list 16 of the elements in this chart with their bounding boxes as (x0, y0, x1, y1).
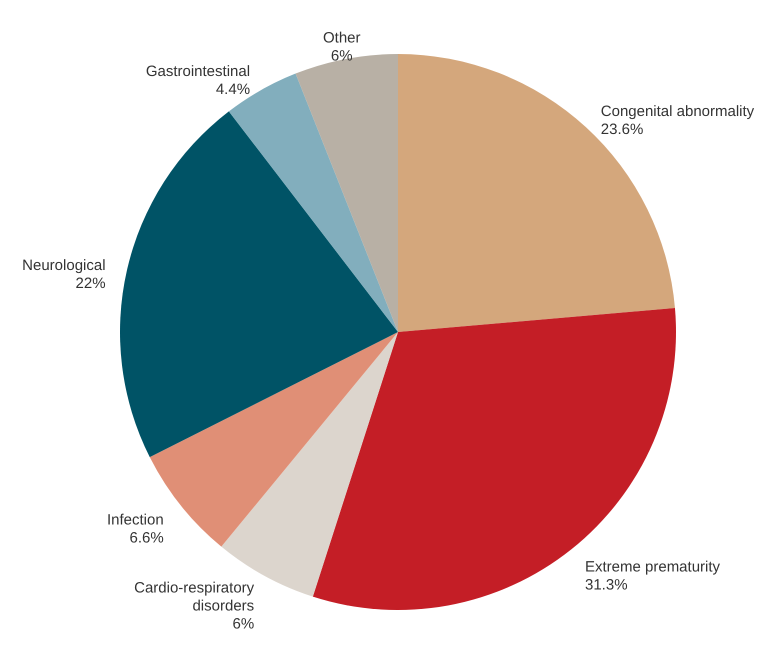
slice-label: Congenital abnormality (600, 102, 755, 120)
slice-label: Extreme prematurity (584, 558, 721, 576)
data-label: 31.3% (584, 576, 628, 594)
data-label: 6% (330, 47, 353, 64)
slice-label: Neurological (22, 257, 106, 274)
data-label: 6.6% (130, 529, 164, 546)
slice-label: Cardio-respiratory disorders (134, 579, 255, 614)
data-label: 22% (76, 275, 106, 292)
data-label: 6% (232, 615, 254, 632)
slice-label: Other (322, 29, 360, 46)
data-label: 23.6% (600, 120, 644, 138)
pie-slice (120, 111, 398, 458)
slice-label: Infection (106, 511, 164, 528)
slice-label: Gastrointestinal (146, 63, 250, 80)
pie-slice (398, 54, 675, 332)
data-label: 4.4% (216, 81, 250, 98)
